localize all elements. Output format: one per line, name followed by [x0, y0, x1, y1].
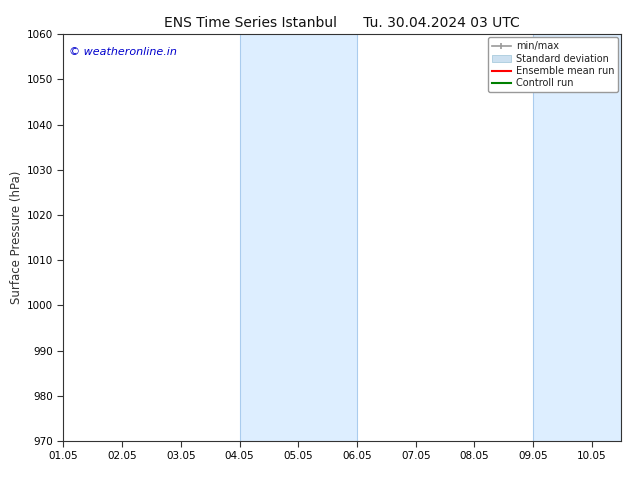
Bar [240, 34, 357, 441]
Bar [533, 34, 621, 441]
Y-axis label: Surface Pressure (hPa): Surface Pressure (hPa) [10, 171, 23, 304]
Legend: min/max, Standard deviation, Ensemble mean run, Controll run: min/max, Standard deviation, Ensemble me… [488, 37, 618, 92]
Title: ENS Time Series Istanbul      Tu. 30.04.2024 03 UTC: ENS Time Series Istanbul Tu. 30.04.2024 … [164, 16, 521, 30]
Text: © weatheronline.in: © weatheronline.in [69, 47, 177, 56]
